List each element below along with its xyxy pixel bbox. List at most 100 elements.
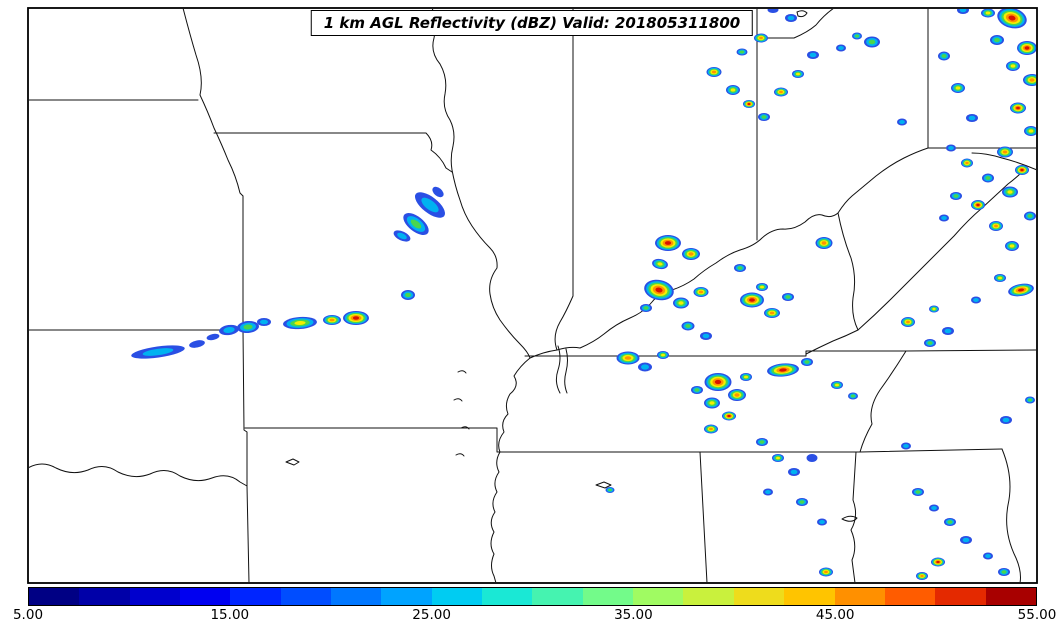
radar-echo-ring [739, 50, 745, 54]
radar-echo-ring [854, 34, 860, 38]
radar-echo-ring [749, 298, 755, 302]
radar-echo-ring [994, 37, 1000, 43]
border-mississippi-upper [431, 9, 531, 359]
radar-echo-ring [1028, 129, 1034, 133]
lake-eufaula [285, 458, 300, 466]
colorbar-segment [280, 588, 332, 605]
radar-echo-ring [915, 490, 921, 494]
radar-echo-ring [760, 285, 764, 289]
radar-echo-ring [796, 72, 800, 76]
border-ky-va [805, 329, 859, 355]
radar-echo-ring [948, 146, 954, 150]
radar-echo-ring [985, 176, 991, 180]
colorbar-segment [985, 588, 1036, 605]
radar-echo-ring [985, 554, 991, 558]
colorbar-segment [482, 588, 533, 605]
radar-echo-ring [678, 301, 684, 305]
radar-echo-ring [769, 311, 775, 315]
radar-echo-ring [868, 39, 876, 45]
radar-echo-ring [790, 469, 798, 475]
radar-echo-ring [405, 292, 411, 298]
border-mo-ar-ok [242, 329, 248, 487]
colorbar-segment [129, 588, 181, 605]
colorbar-segment [884, 588, 936, 605]
oxbow-3 [460, 426, 470, 430]
radar-echo-ring [694, 388, 700, 392]
kentucky-lake [555, 345, 561, 394]
radar-echo-ring [835, 383, 839, 387]
radar-echo-ring [973, 298, 979, 302]
radar-echo-ring [709, 427, 713, 431]
radar-echo-ring [906, 320, 910, 324]
radar-echo-ring [747, 103, 751, 105]
radar-echo-ring [737, 266, 743, 270]
map-title: 1 km AGL Reflectivity (dBZ) Valid: 20180… [323, 14, 741, 32]
radar-echo-ring [819, 520, 825, 524]
radar-echo-ring [785, 295, 791, 299]
radar-echo-ring [779, 368, 787, 372]
radar-echo-ring [397, 232, 407, 240]
oxbow-2 [453, 398, 463, 402]
colorbar-segment [79, 588, 130, 605]
radar-echo-ring [944, 328, 952, 334]
radar-echo-ring [1002, 417, 1010, 423]
colorbar-segment [331, 588, 382, 605]
border-potomac [971, 152, 1036, 171]
colorbar-segment [431, 588, 483, 605]
radar-echo-ring [765, 490, 771, 494]
lake-ms [595, 481, 612, 489]
radar-echo-ring [243, 324, 253, 330]
radar-echo-ring [655, 287, 663, 293]
radar-echo-ring [927, 341, 933, 345]
border-tn-nc [859, 350, 907, 453]
border-tn-south [497, 448, 1003, 453]
radar-echo-ring [711, 70, 717, 74]
colorbar [28, 587, 1037, 606]
radar-cells [131, 9, 1036, 580]
radar-echo-ring [799, 500, 805, 504]
radar-echo-ring [850, 394, 856, 398]
radar-echo-ring [1001, 570, 1007, 574]
radar-echo-ring [1029, 78, 1035, 82]
border-al-ga [850, 451, 857, 582]
radar-echo-ring [968, 115, 976, 121]
barkley-lake [564, 348, 568, 394]
radar-echo-ring [1010, 64, 1016, 68]
radar-echo-ring [142, 348, 174, 356]
colorbar-segment [834, 588, 885, 605]
radar-echo-ring [643, 306, 649, 310]
colorbar-segment [733, 588, 785, 605]
lake-al [841, 515, 858, 522]
radar-echo-ring [953, 194, 959, 198]
radar-echo-ring [787, 15, 795, 21]
border-wv-va [857, 171, 1023, 331]
radar-echo-ring [932, 307, 936, 311]
radar-echo-ring [410, 219, 422, 229]
border-red-river [29, 463, 248, 487]
radar-echo-ring [759, 440, 765, 444]
radar-echo-ring [1024, 46, 1030, 50]
radar-echo-ring [965, 161, 969, 165]
radar-echo-ring [806, 454, 818, 462]
radar-echo-ring [821, 241, 827, 245]
radar-echo-ring [641, 364, 649, 370]
radar-echo-ring [223, 327, 235, 333]
radar-echo-ring [352, 316, 360, 320]
radar-echo-ring [931, 506, 937, 510]
radar-echo-ring [776, 456, 780, 460]
colorbar-segment [683, 588, 734, 605]
radar-echo-ring [1017, 288, 1025, 292]
radar-echo-ring [685, 324, 691, 328]
radar-echo-ring [936, 560, 940, 564]
colorbar-segment [532, 588, 583, 605]
radar-echo-ring [1016, 106, 1020, 110]
radar-echo-ring [329, 318, 335, 322]
radar-echo-ring [959, 9, 967, 13]
radar-echo-ring [1008, 15, 1016, 21]
border-ga-sc [1001, 448, 1021, 582]
border-ohio-river [529, 147, 929, 359]
radar-echo-ring [838, 46, 844, 50]
radar-echo-ring [608, 488, 612, 492]
